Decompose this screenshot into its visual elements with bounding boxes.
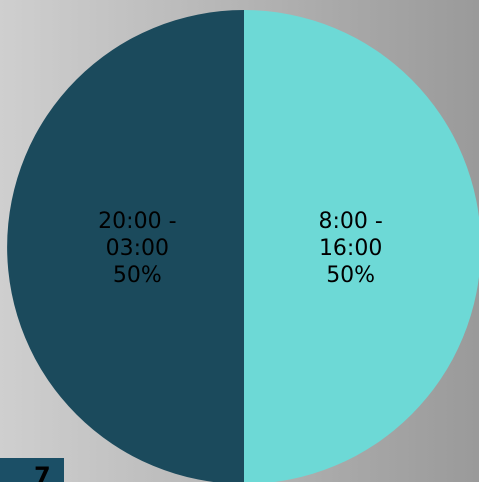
- pie-slice-label-line: 50%: [113, 263, 162, 288]
- pie-slice-label-line: 20:00 -: [98, 209, 176, 234]
- pie-slice-label-0: 8:00 -16:00 50%: [318, 209, 382, 288]
- pie-slice-label-line: 50%: [326, 263, 375, 288]
- slide-number-tab: 7: [0, 458, 64, 482]
- slide-number: 7: [34, 462, 51, 482]
- pie-slice-label-line: 8:00 -: [318, 209, 382, 234]
- pie-slice-label-line: 03:00: [106, 236, 169, 261]
- pie-slice-1: [7, 10, 244, 482]
- pie-slice-label-line: 16:00: [319, 236, 382, 261]
- pie-slice-0: [244, 10, 479, 482]
- pie-slice-label-1: 20:00 -03:00 50%: [98, 209, 176, 288]
